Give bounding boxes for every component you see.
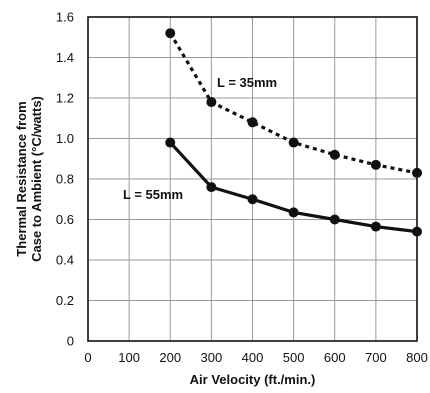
y-tick-label: 0.2 [56,293,74,308]
y-tick-label: 1.0 [56,131,74,146]
x-tick-label: 200 [159,350,181,365]
grid-lines [87,16,418,342]
series-label-55mm: L = 55mm [123,187,183,202]
y-tick-label: 0 [67,334,74,349]
series-label-35mm: L = 35mm [217,75,277,90]
data-point [247,117,258,128]
x-tick-label: 400 [242,350,264,365]
y-tick-label: 1.2 [56,91,74,106]
x-tick-label: 300 [201,350,223,365]
x-tick-label: 100 [118,350,140,365]
data-point [165,28,176,39]
data-point [370,221,381,232]
y-axis-title-line-1: Thermal Resistance from [14,101,29,256]
x-tick-label: 500 [283,350,305,365]
data-point [206,97,217,108]
data-point [370,159,381,170]
x-axis-title: Air Velocity (ft./min.) [190,372,316,387]
data-point [206,182,217,193]
x-axis-ticks: 0 100 200 300 400 500 600 700 800 [84,350,427,365]
x-tick-label: 700 [365,350,387,365]
data-point [247,194,258,205]
data-point [329,149,340,160]
x-tick-label: 0 [84,350,91,365]
y-tick-label: 0.8 [56,172,74,187]
y-tick-label: 1.6 [56,10,74,25]
plot-area-frame [87,16,418,342]
x-tick-label: 600 [324,350,346,365]
data-point [288,137,299,148]
y-tick-label: 0.6 [56,212,74,227]
annotations: L = 35mm L = 55mm [123,75,277,202]
y-tick-label: 0.4 [56,253,74,268]
y-tick-label: 1.4 [56,50,74,65]
series-2 [165,137,422,237]
y-axis-title: Thermal Resistance from Case to Ambient … [14,96,44,262]
data-point [288,207,299,218]
series-1 [165,28,422,178]
data-point [412,167,422,178]
data-point [165,137,176,148]
data-point [412,226,422,237]
series-layer [165,28,422,237]
x-tick-label: 800 [406,350,428,365]
y-axis-title-line-2: Case to Ambient (°C/watts) [29,96,44,262]
data-point [329,214,340,225]
y-axis-ticks: 0 0.2 0.4 0.6 0.8 1.0 1.2 1.4 1.6 [56,10,74,349]
